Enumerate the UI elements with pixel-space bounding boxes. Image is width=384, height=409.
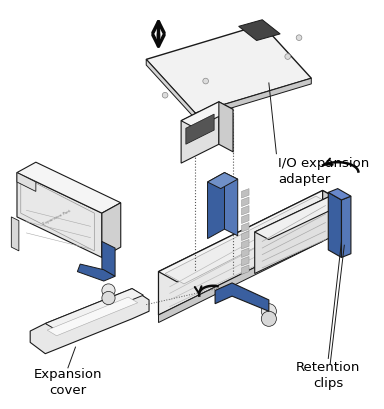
Circle shape (102, 292, 115, 305)
Polygon shape (45, 289, 143, 330)
Polygon shape (195, 78, 311, 119)
Polygon shape (328, 189, 351, 200)
Text: I/O expansion
adapter: I/O expansion adapter (278, 157, 369, 186)
Polygon shape (242, 214, 249, 223)
Polygon shape (146, 25, 311, 113)
Polygon shape (242, 265, 249, 274)
Circle shape (261, 304, 276, 319)
Polygon shape (30, 289, 149, 354)
Polygon shape (242, 231, 249, 240)
Polygon shape (146, 59, 195, 119)
Polygon shape (207, 173, 225, 238)
Polygon shape (165, 196, 335, 284)
Polygon shape (242, 189, 249, 198)
Polygon shape (17, 173, 36, 191)
Text: Expansion
cover: Expansion cover (34, 368, 102, 397)
Polygon shape (17, 162, 121, 213)
Polygon shape (159, 234, 323, 323)
Polygon shape (11, 217, 19, 251)
Polygon shape (207, 173, 238, 189)
Polygon shape (239, 20, 280, 40)
Polygon shape (242, 248, 249, 258)
Polygon shape (159, 191, 323, 315)
Text: Expansion Port: Expansion Port (42, 209, 71, 227)
Circle shape (296, 35, 302, 40)
Polygon shape (215, 283, 269, 311)
Polygon shape (330, 196, 344, 245)
Polygon shape (225, 173, 238, 236)
Polygon shape (242, 240, 249, 249)
Polygon shape (242, 206, 249, 215)
Circle shape (261, 311, 276, 326)
Circle shape (162, 92, 168, 98)
Circle shape (102, 284, 115, 297)
Polygon shape (186, 114, 214, 144)
Text: Retention
clips: Retention clips (296, 361, 361, 390)
Polygon shape (242, 222, 249, 232)
Polygon shape (341, 196, 351, 258)
Polygon shape (159, 191, 341, 282)
Polygon shape (242, 197, 249, 207)
Polygon shape (77, 264, 115, 281)
Polygon shape (102, 203, 121, 258)
Polygon shape (102, 241, 115, 276)
Polygon shape (181, 102, 233, 128)
Polygon shape (255, 196, 344, 240)
Polygon shape (328, 192, 341, 258)
Polygon shape (21, 175, 94, 251)
Circle shape (285, 54, 291, 59)
Polygon shape (219, 102, 233, 152)
Polygon shape (47, 297, 138, 336)
Polygon shape (17, 173, 102, 258)
Polygon shape (242, 256, 249, 266)
Circle shape (203, 78, 209, 84)
Polygon shape (323, 191, 341, 244)
Polygon shape (181, 102, 219, 163)
Polygon shape (255, 196, 330, 274)
